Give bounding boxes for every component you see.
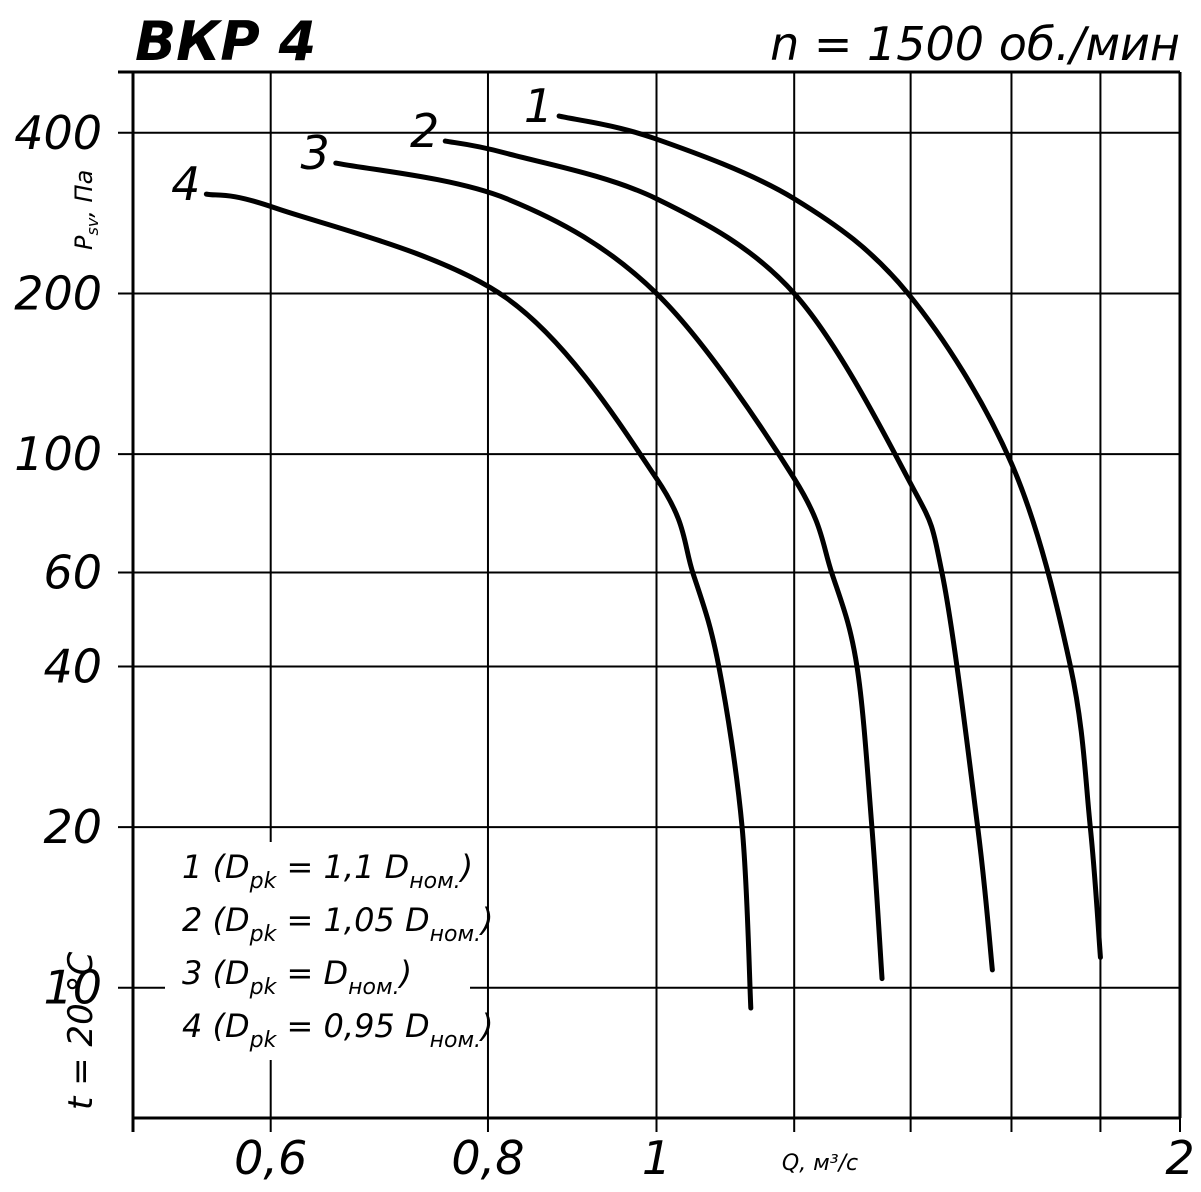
legend-part: ном. (430, 1028, 481, 1053)
y-tick-label: 20 (43, 800, 102, 854)
legend-part: ) (479, 1007, 493, 1045)
legend-part: ) (459, 848, 473, 886)
x-axis-label: Q, м³/с (782, 1151, 858, 1176)
y-tick-label: 400 (14, 106, 102, 160)
legend-part: ) (479, 901, 493, 939)
y-label-part: P (70, 235, 98, 250)
legend-part: ) (398, 954, 412, 992)
y-label-part: sv (83, 217, 102, 235)
chart-title: ВКР 4 (135, 10, 316, 73)
curve (203, 191, 754, 1011)
legend-part: pk (249, 1028, 278, 1053)
curve-label: 2 (410, 104, 439, 158)
x-tick-label: 0,8 (451, 1131, 524, 1185)
curve-label: 1 (524, 79, 553, 133)
curve (442, 138, 995, 973)
legend-part: = D (276, 954, 348, 992)
legend-part: ном. (348, 975, 399, 1000)
legend-part: pk (249, 975, 278, 1000)
legend-entry: 4 (Dpk = 0,95 Dном.) (182, 1007, 494, 1053)
curve (556, 113, 1103, 960)
legend-part: = 1,1 D (276, 848, 409, 886)
legend-part: = 1,05 D (276, 901, 429, 939)
legend-part: 3 (D (182, 954, 250, 992)
x-tick-label: 0,6 (234, 1131, 307, 1185)
y-axis-label: Psv, Па (70, 170, 102, 250)
legend-part: pk (249, 869, 278, 894)
legend-part: ном. (430, 922, 481, 947)
legend-entry: 2 (Dpk = 1,05 Dном.) (182, 901, 494, 947)
legend-part: 4 (D (182, 1007, 250, 1045)
legend-part: 2 (D (182, 901, 250, 939)
legend-entry: 1 (Dpk = 1,1 Dном.) (182, 848, 473, 894)
y-tick-label: 40 (43, 639, 102, 693)
y-tick-label: 60 (43, 545, 102, 599)
legend-part: = 0,95 D (276, 1007, 429, 1045)
legend-background (165, 842, 470, 1060)
y-tick-label: 100 (14, 427, 102, 481)
y-tick-label: 10 (43, 961, 102, 1015)
x-tick-label: 1 (642, 1131, 671, 1185)
legend-part: 1 (D (182, 848, 250, 886)
legend-part: ном. (409, 869, 460, 894)
chart-subtitle: n = 1500 об./мин (770, 17, 1180, 71)
curve-label: 4 (171, 157, 200, 211)
note: t = 20 °C (61, 951, 101, 1110)
x-tick-label: 2 (1165, 1131, 1194, 1185)
y-tick-label: 200 (14, 266, 102, 320)
curve-label: 3 (301, 126, 330, 180)
curve (333, 160, 885, 982)
legend-part: pk (249, 922, 278, 947)
legend-entry: 3 (Dpk = Dном.) (182, 954, 412, 1000)
y-label-part: , Па (70, 170, 98, 218)
